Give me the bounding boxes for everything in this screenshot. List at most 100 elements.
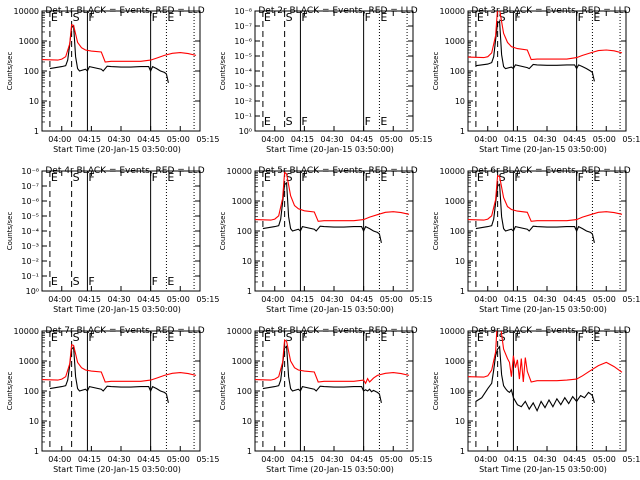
y-axis-label: Counts/sec	[219, 52, 227, 91]
x-tick-label: 04:15	[291, 455, 314, 464]
marker-label-top: E	[380, 171, 387, 184]
y-tick-label: 10	[242, 417, 252, 426]
panel-det-3: Det 3r BLACK = Events, RED = LLD 1 10 100 10…	[432, 6, 640, 154]
x-tick-label: 05:15	[196, 295, 219, 304]
marker-label-top: F	[152, 11, 158, 24]
series-lld	[42, 23, 197, 63]
y-tick-label: 10⁻⁴	[234, 67, 252, 76]
x-tick-label: 04:00	[474, 135, 497, 144]
y-tick-label: 1000	[445, 37, 465, 46]
series-lld	[255, 339, 410, 385]
plot-frame	[41, 330, 201, 452]
marker-label-top: E	[477, 11, 484, 24]
panel-det-9: Det 9r BLACK = Events, RED = LLD 1 10 100 10…	[432, 326, 640, 474]
x-tick-label: 04:30	[108, 135, 131, 144]
panel-title: Det 8r BLACK = Events, RED = LLD	[258, 326, 417, 336]
y-tick-label: 10000	[227, 327, 252, 336]
y-tick-label: 1	[460, 287, 465, 296]
marker-label-top: E	[264, 11, 271, 24]
y-tick-label: 10	[29, 417, 39, 426]
marker-label-top: F	[88, 171, 94, 184]
y-tick-label: 1	[460, 447, 465, 456]
y-tick-label: 1000	[445, 357, 465, 366]
marker-label-top: F	[301, 171, 307, 184]
y-tick-label: 100	[24, 387, 39, 396]
marker-label-top: E	[167, 171, 174, 184]
x-tick-label: 04:30	[534, 455, 557, 464]
y-axis-label: Counts/sec	[6, 52, 14, 91]
x-tick-label: 04:00	[48, 455, 71, 464]
y-tick-label: 10⁻⁸	[21, 167, 39, 176]
y-tick-label: 1	[247, 287, 252, 296]
y-tick-label: 10⁻³	[234, 82, 252, 91]
x-tick-label: 04:45	[350, 295, 373, 304]
x-axis-label: Start Time (20-Jan-15 03:50:00)	[479, 305, 607, 314]
x-tick-label: 05:00	[380, 455, 403, 464]
y-tick-label: 10⁻¹	[234, 112, 252, 121]
marker-label-top: F	[514, 11, 520, 24]
x-axis-label: Start Time (20-Jan-15 03:50:00)	[266, 145, 394, 154]
marker-label-top: F	[578, 11, 584, 24]
series-events	[262, 181, 382, 244]
series-lld	[468, 174, 623, 222]
series-events	[475, 345, 595, 413]
y-tick-label: 1	[34, 127, 39, 136]
x-tick-label: 04:00	[261, 135, 284, 144]
series-events	[475, 183, 595, 244]
y-axis-label: Counts/sec	[432, 52, 440, 91]
marker-label-top: F	[365, 331, 371, 344]
y-axis-label: Counts/sec	[6, 212, 14, 251]
series-group	[468, 331, 623, 413]
x-tick-label: 05:00	[593, 135, 616, 144]
x-tick-label: 04:15	[78, 455, 101, 464]
x-tick-label: 04:45	[563, 295, 586, 304]
y-tick-label: 10⁰	[26, 287, 39, 296]
y-axis-label: Counts/sec	[432, 372, 440, 411]
y-tick-label: 10	[455, 257, 465, 266]
x-tick-label: 05:15	[409, 455, 432, 464]
marker-label-top: F	[152, 171, 158, 184]
marker-label-top: F	[301, 11, 307, 24]
x-tick-label: 04:45	[563, 135, 586, 144]
panel-det-8: Det 8r BLACK = Events, RED = LLD 1 10 100 10…	[219, 326, 432, 474]
y-tick-label: 100	[450, 67, 465, 76]
plot-frame	[41, 10, 201, 132]
marker-label-top: F	[88, 331, 94, 344]
y-tick-label: 10	[455, 417, 465, 426]
marker-label-bottom: S	[73, 275, 80, 288]
x-tick-label: 04:45	[137, 455, 160, 464]
y-tick-label: 10000	[14, 7, 39, 16]
y-axis-label: Counts/sec	[6, 372, 14, 411]
series-group	[42, 23, 197, 84]
panel-title: Det 3r BLACK = Events, RED = LLD	[471, 6, 630, 16]
x-tick-label: 04:00	[261, 295, 284, 304]
marker-label-top: F	[578, 331, 584, 344]
x-tick-label: 04:30	[534, 135, 557, 144]
marker-label-top: F	[365, 171, 371, 184]
marker-label-top: E	[380, 11, 387, 24]
marker-label-top: E	[264, 331, 271, 344]
x-tick-label: 04:30	[321, 295, 344, 304]
y-tick-label: 100	[450, 227, 465, 236]
series-group	[468, 174, 623, 244]
plot-frame	[254, 10, 414, 132]
marker-label-bottom: F	[301, 115, 307, 128]
y-tick-label: 10⁻¹	[21, 272, 39, 281]
marker-label-top: F	[514, 331, 520, 344]
series-group	[42, 343, 197, 404]
marker-label-top: E	[167, 11, 174, 24]
y-axis-label: Counts/sec	[219, 212, 227, 251]
y-tick-label: 10⁻⁶	[21, 197, 39, 206]
x-tick-label: 05:00	[593, 295, 616, 304]
marker-label-top: S	[286, 11, 293, 24]
panel-det-1: Det 1r BLACK = Events, RED = LLD 1 10 100 10…	[6, 6, 219, 154]
x-tick-label: 04:15	[291, 295, 314, 304]
marker-label-bottom: S	[286, 115, 293, 128]
marker-label-top: E	[593, 171, 600, 184]
y-tick-label: 10⁻⁴	[21, 227, 39, 236]
panel-title: Det 6r BLACK = Events, RED = LLD	[471, 166, 630, 176]
series-events	[475, 20, 595, 82]
marker-label-top: E	[167, 331, 174, 344]
marker-label-top: S	[286, 171, 293, 184]
